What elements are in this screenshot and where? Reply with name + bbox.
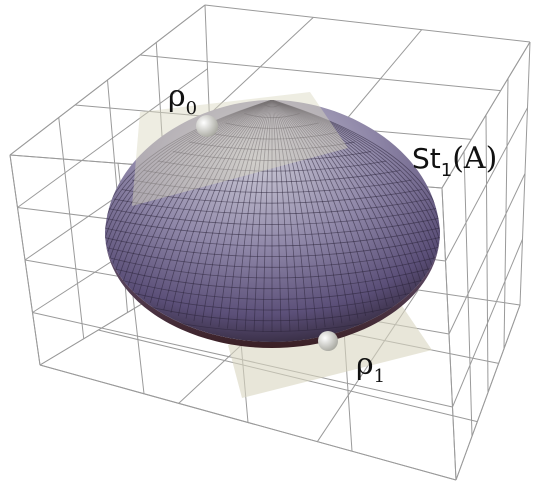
box-grid-line	[504, 79, 508, 349]
point-rho0	[196, 115, 218, 137]
box-grid-line	[140, 55, 501, 91]
figure: ρ0 St1(A) ρ1	[0, 0, 540, 487]
label-rho0: ρ0	[168, 79, 197, 119]
point-rho1	[318, 331, 338, 351]
box-grid-line	[205, 5, 530, 42]
label-st1: St1(A)	[412, 141, 497, 181]
box-grid-line	[520, 42, 530, 305]
